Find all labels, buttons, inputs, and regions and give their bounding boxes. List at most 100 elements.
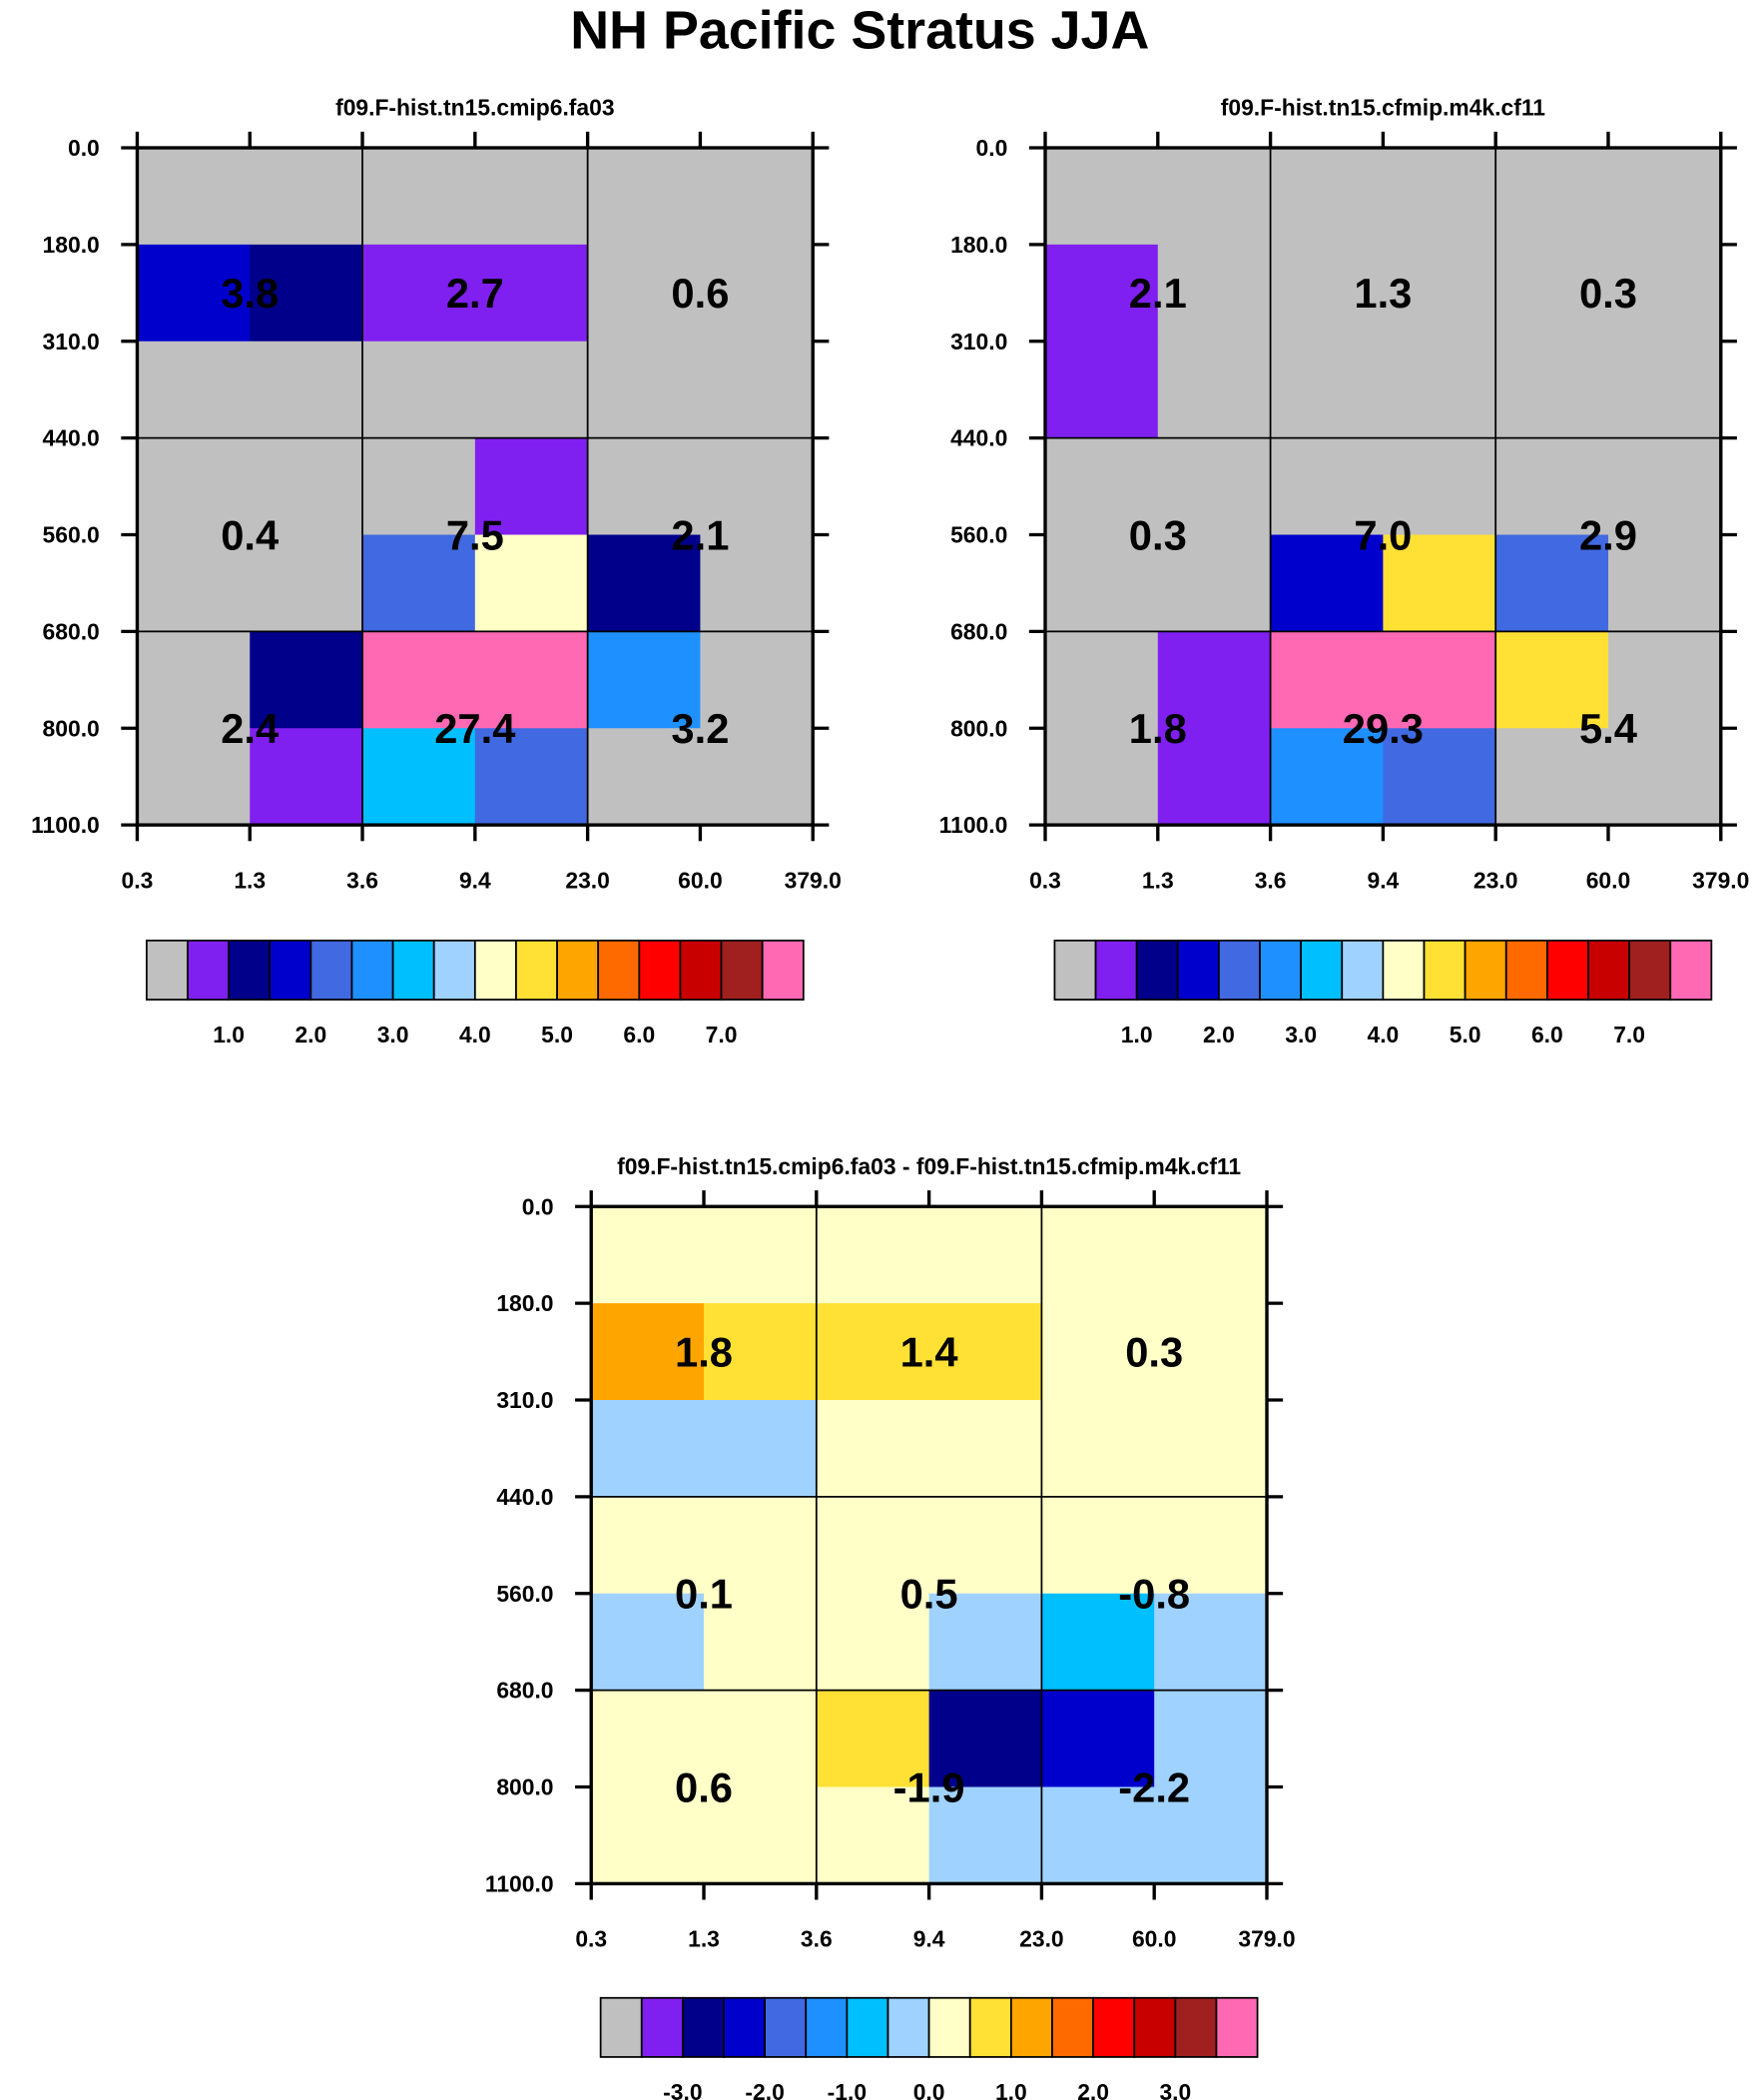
box-value-label: 7.0: [1354, 511, 1412, 558]
heatmap-cell: [137, 244, 251, 343]
heatmap-cell: [362, 437, 476, 536]
box-value-label: 2.4: [221, 705, 279, 752]
box-value-label: -2.2: [1118, 1763, 1190, 1810]
y-tick-label: 440.0: [496, 1484, 553, 1510]
box-value-label: 3.8: [221, 270, 279, 317]
x-tick-label: 23.0: [1473, 867, 1518, 893]
panel-title: f09.F-hist.tn15.cmip6.fa03 - f09.F-hist.…: [617, 1153, 1241, 1179]
box-value-label: 0.6: [675, 1763, 733, 1810]
y-tick-label: 800.0: [950, 715, 1007, 741]
colorbar-swatch: [269, 939, 312, 1001]
heatmap-cell: [1607, 728, 1722, 826]
colorbar-label: 5.0: [1450, 1022, 1481, 1048]
x-tick-label: 0.3: [575, 1926, 607, 1952]
colorbar-swatch: [1259, 939, 1303, 1001]
heatmap-cell: [362, 728, 476, 826]
heatmap-cell: [700, 437, 814, 536]
box-value-label: 2.7: [446, 270, 504, 317]
colorbar-swatch: [720, 939, 764, 1001]
heatmap-cell: [1044, 148, 1159, 246]
heatmap-cell: [1154, 1690, 1268, 1788]
colorbar-label: 1.0: [213, 1022, 245, 1048]
colorbar-swatch: [432, 939, 476, 1001]
heatmap-cell: [474, 631, 589, 729]
heatmap-cell: [700, 728, 814, 826]
colorbar-swatch: [927, 1996, 971, 2058]
colorbar-swatch: [846, 1996, 889, 2058]
x-tick-label: 3.6: [801, 1926, 833, 1952]
x-tick-label: 3.6: [346, 867, 378, 893]
heatmap-cell: [1495, 244, 1609, 343]
heatmap-cell: [1383, 148, 1496, 246]
colorbar-label: 2.0: [1077, 2079, 1109, 2100]
heatmap-cell: [591, 1593, 705, 1692]
x-tick-label: 379.0: [1692, 867, 1749, 893]
heatmap-cell: [1044, 244, 1159, 343]
heatmap-cell: [591, 1400, 705, 1498]
heatmap-cell: [587, 534, 702, 633]
x-tick-label: 9.4: [1367, 867, 1399, 893]
heatmap-cell: [928, 1690, 1043, 1788]
heatmap-cell: [250, 631, 363, 729]
heatmap-cell: [137, 341, 251, 439]
heatmap-cell: [928, 1593, 1043, 1692]
heatmap-cell: [704, 1400, 818, 1498]
colorbar-label: 6.0: [1531, 1022, 1563, 1048]
box-value-label: 2.9: [1579, 511, 1637, 558]
heatmap-cell: [362, 341, 476, 439]
colorbar-swatch: [805, 1996, 849, 2058]
y-tick-label: 440.0: [43, 425, 100, 451]
box-value-label: 7.5: [446, 511, 504, 558]
x-tick-label: 9.4: [459, 867, 491, 893]
heatmap-cell: [362, 631, 476, 729]
x-tick-label: 1.3: [1142, 867, 1174, 893]
colorbar-swatch: [1009, 1996, 1053, 2058]
x-tick-label: 9.4: [913, 1926, 945, 1952]
heatmap-cell: [700, 631, 814, 729]
heatmap-cell: [587, 244, 702, 343]
heatmap-cell: [1607, 437, 1722, 536]
heatmap-cell: [928, 1206, 1043, 1304]
x-tick-label: 1.3: [688, 1926, 720, 1952]
box-value-label: 3.2: [671, 705, 729, 752]
panel-title: f09.F-hist.tn15.cfmip.m4k.cf11: [1221, 95, 1546, 121]
colorbar-swatch: [1051, 1996, 1094, 2058]
x-tick-label: 23.0: [1019, 1926, 1064, 1952]
box-value-label: 2.1: [671, 511, 729, 558]
colorbar-label: 0.0: [913, 2079, 945, 2100]
colorbar-swatch: [1341, 939, 1385, 1001]
box-value-label: 0.3: [1125, 1328, 1183, 1375]
heatmap-cell: [928, 1786, 1043, 1885]
heatmap-cell: [1607, 534, 1722, 633]
heatmap-cell: [816, 1206, 930, 1304]
colorbar-swatch: [473, 939, 517, 1001]
box-value-label: -0.8: [1118, 1571, 1190, 1618]
x-tick-label: 379.0: [785, 867, 842, 893]
heatmap-cell: [1270, 631, 1385, 729]
heatmap-cell: [1270, 437, 1385, 536]
colorbar-label: 4.0: [459, 1022, 491, 1048]
heatmap-cell: [1495, 437, 1609, 536]
heatmap-cell: [1157, 437, 1272, 536]
x-tick-label: 1.3: [234, 867, 266, 893]
colorbar-swatch: [1092, 1996, 1136, 2058]
heatmap-cell: [591, 1786, 705, 1885]
heatmap-cell: [250, 244, 363, 343]
panel-1: f09.F-hist.tn15.cmip6.fa03 0.3 1.3 3.6 9.4 23…: [31, 95, 842, 1048]
heatmap-cell: [1154, 1303, 1268, 1401]
colorbar-label: 5.0: [541, 1022, 573, 1048]
x-tick-label: 60.0: [1586, 867, 1631, 893]
heatmap-cell: [928, 1496, 1043, 1595]
colorbar-swatch: [1587, 939, 1630, 1001]
heatmap-cell: [250, 728, 363, 826]
box-value-label: 29.3: [1343, 705, 1424, 752]
heatmap-cell: [1154, 1400, 1268, 1498]
heatmap-cell: [474, 534, 589, 633]
colorbar-swatch: [145, 939, 189, 1001]
heatmap-cell: [591, 1690, 705, 1788]
heatmap-cell: [1157, 728, 1272, 826]
colorbar-label: -3.0: [663, 2079, 702, 2100]
heatmap-cell: [1270, 341, 1385, 439]
colorbar-label: -2.0: [745, 2079, 784, 2100]
heatmap-cell: [1041, 1400, 1155, 1498]
